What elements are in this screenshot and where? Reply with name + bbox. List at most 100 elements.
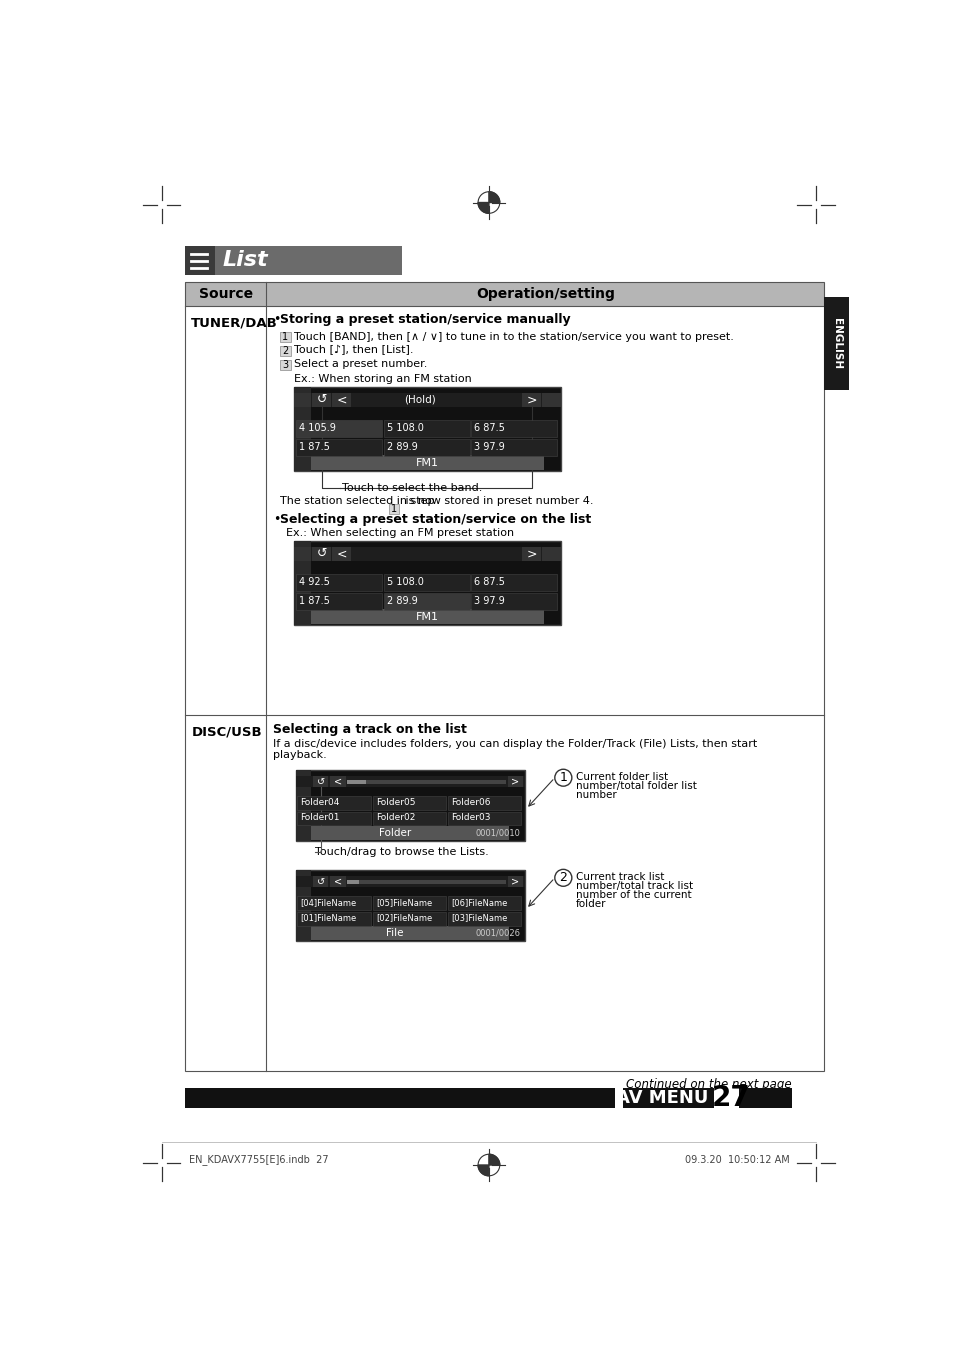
Bar — [311, 609, 543, 624]
Bar — [739, 1089, 791, 1108]
Bar — [347, 880, 358, 884]
Text: Current track list: Current track list — [575, 872, 663, 881]
Bar — [330, 776, 345, 787]
Text: 1 87.5: 1 87.5 — [298, 596, 330, 605]
Text: (Hold): (Hold) — [403, 394, 435, 405]
Text: 6 87.5: 6 87.5 — [474, 577, 504, 588]
Circle shape — [555, 769, 571, 787]
Bar — [330, 876, 345, 887]
Bar — [294, 547, 560, 561]
Bar — [471, 593, 557, 609]
Polygon shape — [488, 192, 499, 203]
Text: Folder04: Folder04 — [300, 798, 339, 807]
Text: Folder02: Folder02 — [375, 814, 415, 822]
Text: 5 108.0: 5 108.0 — [386, 424, 423, 433]
Text: [03]FileName: [03]FileName — [451, 914, 507, 922]
Polygon shape — [477, 1164, 488, 1175]
Text: 2: 2 — [558, 872, 567, 884]
Text: •: • — [273, 313, 280, 326]
Text: 0001/0010: 0001/0010 — [476, 829, 520, 838]
Text: Folder06: Folder06 — [451, 798, 490, 807]
Text: [04]FileName: [04]FileName — [300, 898, 356, 907]
Bar — [311, 926, 509, 940]
Text: [06]FileName: [06]FileName — [451, 898, 507, 907]
Text: 2: 2 — [282, 345, 289, 356]
Text: <: < — [334, 777, 341, 787]
Text: Touch [BAND], then [∧ / ∨] to tune in to the station/service you want to preset.: Touch [BAND], then [∧ / ∨] to tune in to… — [294, 332, 733, 341]
Bar — [295, 770, 524, 841]
Text: number/total track list: number/total track list — [575, 881, 692, 891]
Bar — [295, 871, 311, 941]
Bar — [332, 393, 351, 406]
Polygon shape — [477, 203, 488, 214]
Bar — [383, 439, 469, 456]
Bar — [297, 896, 371, 910]
Bar — [507, 776, 522, 787]
Circle shape — [555, 869, 571, 887]
Text: Select a preset number.: Select a preset number. — [294, 359, 427, 370]
Text: 1: 1 — [282, 332, 288, 341]
Text: 1 87.5: 1 87.5 — [298, 441, 330, 452]
Text: ↺: ↺ — [316, 876, 324, 887]
Bar — [295, 439, 381, 456]
Text: Folder01: Folder01 — [300, 814, 339, 822]
Bar — [373, 911, 446, 926]
Text: folder: folder — [575, 899, 605, 910]
Text: Source: Source — [198, 287, 253, 301]
Bar — [295, 421, 381, 437]
Bar — [294, 386, 311, 471]
Text: number: number — [575, 789, 616, 800]
Bar — [471, 574, 557, 592]
Bar — [295, 871, 524, 941]
Bar — [311, 826, 509, 839]
Bar — [447, 811, 521, 826]
Bar — [312, 547, 331, 561]
Bar — [297, 811, 371, 826]
Bar — [294, 393, 560, 406]
Text: 6 87.5: 6 87.5 — [474, 424, 504, 433]
Text: 4 105.9: 4 105.9 — [298, 424, 335, 433]
Text: 4 92.5: 4 92.5 — [298, 577, 330, 588]
Bar — [542, 547, 560, 561]
Text: [02]FileName: [02]FileName — [375, 914, 432, 922]
Bar — [297, 796, 371, 810]
Bar — [383, 574, 469, 592]
Bar — [347, 880, 505, 884]
Text: Touch [♪], then [List].: Touch [♪], then [List]. — [294, 345, 413, 355]
Bar — [447, 911, 521, 926]
Text: 2 89.9: 2 89.9 — [386, 596, 416, 605]
Bar — [389, 504, 398, 515]
Text: FM1: FM1 — [416, 612, 438, 621]
Bar — [373, 796, 446, 810]
Bar — [471, 421, 557, 437]
Bar — [185, 282, 823, 1071]
Text: Selecting a track on the list: Selecting a track on the list — [273, 723, 466, 737]
Text: <: < — [336, 547, 347, 561]
Text: >: > — [526, 547, 537, 561]
Bar — [295, 770, 311, 841]
Bar — [447, 896, 521, 910]
Text: 3 97.9: 3 97.9 — [474, 596, 504, 605]
Bar — [332, 547, 351, 561]
Text: playback.: playback. — [273, 750, 326, 760]
Bar — [294, 547, 311, 561]
Text: FM1: FM1 — [416, 458, 438, 467]
Bar — [185, 282, 823, 306]
Text: Storing a preset station/service manually: Storing a preset station/service manuall… — [280, 313, 571, 326]
Bar — [185, 245, 214, 275]
Text: 5 108.0: 5 108.0 — [386, 577, 423, 588]
Bar — [373, 811, 446, 826]
Text: 09.3.20  10:50:12 AM: 09.3.20 10:50:12 AM — [684, 1155, 789, 1164]
Bar — [294, 386, 560, 471]
Bar — [294, 540, 560, 626]
Text: 2 89.9: 2 89.9 — [386, 441, 416, 452]
Bar — [185, 1089, 615, 1108]
Text: ↺: ↺ — [316, 777, 324, 787]
Bar — [471, 439, 557, 456]
Text: Selecting a preset station/service on the list: Selecting a preset station/service on th… — [280, 513, 591, 527]
Text: •: • — [273, 513, 280, 527]
Text: Current folder list: Current folder list — [575, 772, 667, 781]
Text: DISC/USB: DISC/USB — [192, 724, 262, 738]
Text: Continued on the next page: Continued on the next page — [626, 1078, 791, 1091]
Bar — [823, 298, 848, 390]
